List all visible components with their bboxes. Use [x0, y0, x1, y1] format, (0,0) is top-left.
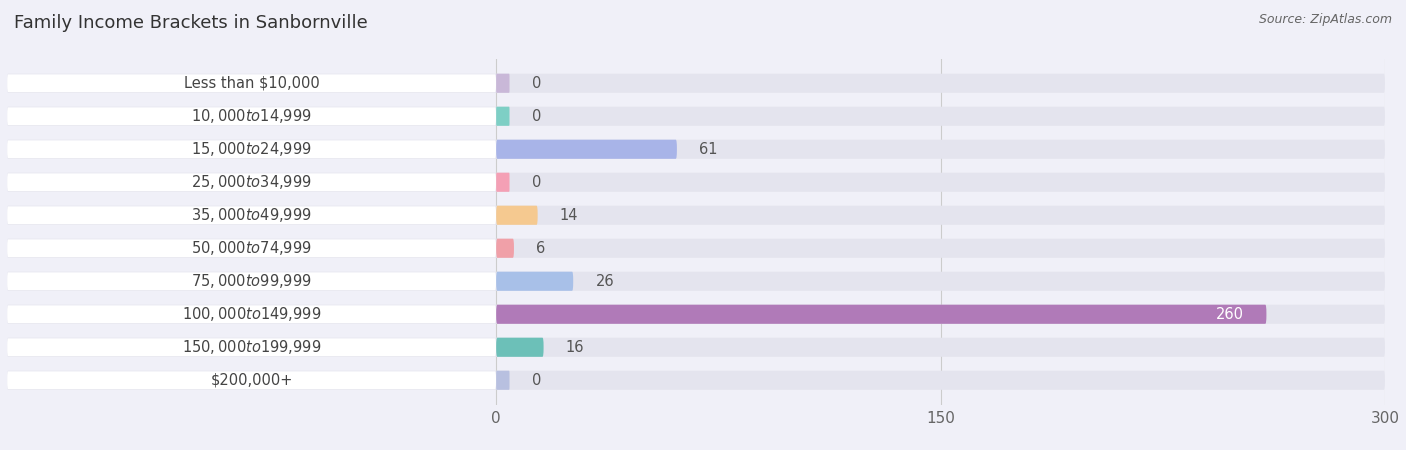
FancyBboxPatch shape	[496, 107, 509, 126]
Text: $10,000 to $14,999: $10,000 to $14,999	[191, 107, 312, 125]
FancyBboxPatch shape	[496, 173, 509, 192]
FancyBboxPatch shape	[7, 206, 1385, 225]
FancyBboxPatch shape	[7, 140, 1385, 159]
FancyBboxPatch shape	[7, 306, 496, 323]
Text: $200,000+: $200,000+	[211, 373, 292, 388]
FancyBboxPatch shape	[7, 74, 496, 92]
Text: 14: 14	[560, 208, 578, 223]
Text: 6: 6	[536, 241, 546, 256]
FancyBboxPatch shape	[496, 206, 537, 225]
Text: Family Income Brackets in Sanbornville: Family Income Brackets in Sanbornville	[14, 14, 368, 32]
FancyBboxPatch shape	[7, 108, 496, 125]
FancyBboxPatch shape	[496, 140, 676, 159]
Text: 0: 0	[531, 175, 541, 190]
FancyBboxPatch shape	[7, 272, 1385, 291]
Text: 16: 16	[565, 340, 585, 355]
FancyBboxPatch shape	[7, 272, 496, 290]
FancyBboxPatch shape	[7, 305, 1385, 324]
FancyBboxPatch shape	[496, 305, 1267, 324]
Text: $75,000 to $99,999: $75,000 to $99,999	[191, 272, 312, 290]
Text: $100,000 to $149,999: $100,000 to $149,999	[181, 305, 322, 323]
FancyBboxPatch shape	[7, 173, 1385, 192]
Text: 0: 0	[531, 373, 541, 388]
Text: $50,000 to $74,999: $50,000 to $74,999	[191, 239, 312, 257]
Text: 0: 0	[531, 109, 541, 124]
Text: 26: 26	[595, 274, 614, 289]
FancyBboxPatch shape	[496, 74, 509, 93]
Text: 0: 0	[531, 76, 541, 91]
Text: $15,000 to $24,999: $15,000 to $24,999	[191, 140, 312, 158]
FancyBboxPatch shape	[7, 140, 496, 158]
Text: $25,000 to $34,999: $25,000 to $34,999	[191, 173, 312, 191]
FancyBboxPatch shape	[7, 207, 496, 224]
Text: $35,000 to $49,999: $35,000 to $49,999	[191, 206, 312, 224]
Text: 61: 61	[699, 142, 717, 157]
FancyBboxPatch shape	[496, 238, 515, 258]
FancyBboxPatch shape	[7, 338, 1385, 357]
Text: $150,000 to $199,999: $150,000 to $199,999	[181, 338, 322, 356]
FancyBboxPatch shape	[7, 239, 496, 257]
FancyBboxPatch shape	[496, 272, 574, 291]
FancyBboxPatch shape	[496, 371, 509, 390]
Text: Source: ZipAtlas.com: Source: ZipAtlas.com	[1258, 14, 1392, 27]
FancyBboxPatch shape	[7, 107, 1385, 126]
FancyBboxPatch shape	[7, 238, 1385, 258]
FancyBboxPatch shape	[7, 173, 496, 191]
FancyBboxPatch shape	[7, 338, 496, 356]
FancyBboxPatch shape	[7, 371, 1385, 390]
FancyBboxPatch shape	[496, 338, 544, 357]
Text: Less than $10,000: Less than $10,000	[184, 76, 319, 91]
FancyBboxPatch shape	[7, 371, 496, 389]
Text: 260: 260	[1216, 307, 1244, 322]
FancyBboxPatch shape	[7, 74, 1385, 93]
